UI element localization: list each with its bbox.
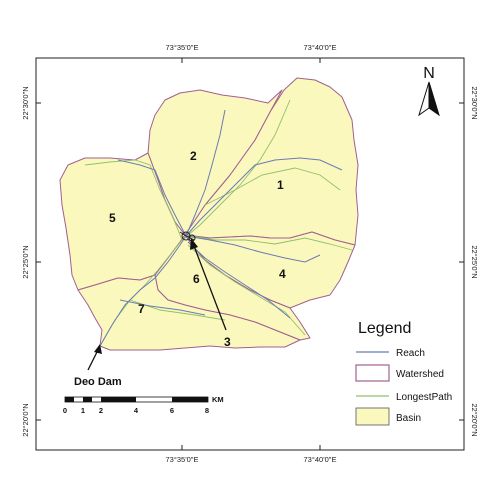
scale-tick-0: 0	[63, 406, 67, 415]
scale-tick-1: 1	[81, 406, 85, 415]
subbasin-label-7: 7	[138, 302, 145, 316]
north-arrow-icon: N	[418, 65, 440, 117]
subbasin-label-3: 3	[224, 335, 231, 349]
coord-right-2: 22°25'0"N	[470, 245, 479, 278]
coord-bottom-1: 73°35'0"E	[166, 455, 199, 464]
legend-item-basin: Basin	[396, 413, 421, 424]
reaches	[99, 109, 343, 347]
scale-bar	[64, 396, 209, 403]
legend-item-reach: Reach	[396, 348, 425, 359]
subbasin-label-2: 2	[190, 149, 197, 163]
coord-left-2: 22°25'0"N	[21, 245, 30, 278]
north-label: N	[423, 65, 435, 82]
graticule-ticks	[36, 58, 464, 450]
subbasin-label-6: 6	[193, 272, 200, 286]
subbasin-label-1: 1	[277, 178, 284, 192]
subbasin-label-4: 4	[279, 267, 286, 281]
coord-bottom-2: 73°40'0"E	[304, 455, 337, 464]
coord-right-1: 22°30'0"N	[470, 86, 479, 119]
coord-top-1: 73°35'0"E	[166, 43, 199, 52]
coord-right-3: 22°20'0"N	[470, 403, 479, 436]
legend: Legend Reach Watershed LongestPath Basin	[355, 320, 452, 426]
scale-tick-8: 8	[205, 406, 209, 415]
scale-unit: KM	[212, 395, 224, 404]
legend-swatch-basin	[355, 407, 390, 426]
subbasins	[59, 77, 359, 351]
legend-title: Legend	[358, 320, 411, 337]
dam-arrow	[87, 344, 102, 371]
dam-label: Deo Dam	[74, 376, 122, 388]
subbasin-label-5: 5	[109, 211, 116, 225]
scale-tick-4: 4	[134, 406, 139, 415]
subbasin-3-arrow	[190, 238, 227, 331]
legend-item-watershed: Watershed	[396, 369, 444, 380]
scale-tick-6: 6	[170, 406, 174, 415]
map-frame	[35, 57, 465, 451]
coord-left-3: 22°20'0"N	[21, 403, 30, 436]
scale-tick-2: 2	[99, 406, 103, 415]
coord-top-2: 73°40'0"E	[304, 43, 337, 52]
coord-left-1: 22°30'0"N	[21, 86, 30, 119]
legend-item-longestpath: LongestPath	[396, 392, 452, 403]
legend-swatch-watershed	[355, 364, 390, 382]
